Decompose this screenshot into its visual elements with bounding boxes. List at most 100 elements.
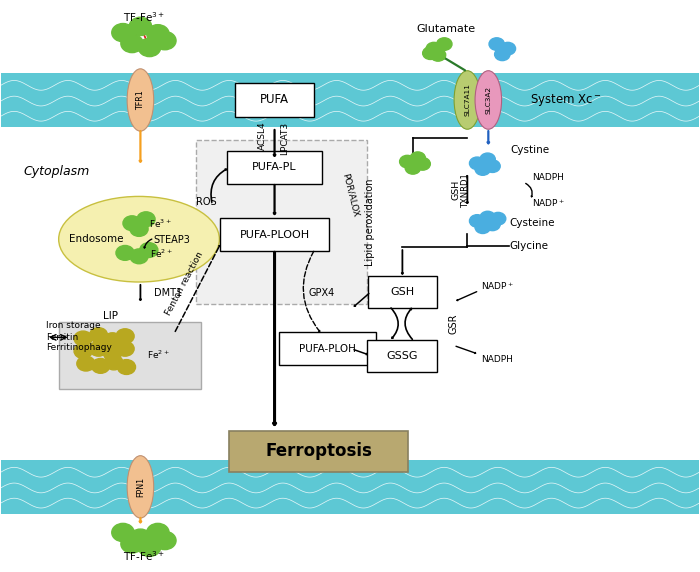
Circle shape xyxy=(90,328,108,343)
Circle shape xyxy=(77,356,95,371)
Text: SLC3A2: SLC3A2 xyxy=(485,86,491,114)
Circle shape xyxy=(123,216,141,231)
Circle shape xyxy=(104,346,122,361)
Circle shape xyxy=(104,333,122,348)
Circle shape xyxy=(137,212,155,227)
Circle shape xyxy=(485,218,500,231)
Circle shape xyxy=(74,344,92,359)
Text: PUFA-PLOOH: PUFA-PLOOH xyxy=(239,229,309,240)
Ellipse shape xyxy=(475,71,502,129)
Text: Ferritinophagy: Ferritinophagy xyxy=(46,343,112,352)
Circle shape xyxy=(154,531,176,550)
Text: TF-Fe$^{3+}$: TF-Fe$^{3+}$ xyxy=(123,550,165,563)
Text: NADPH: NADPH xyxy=(482,355,513,364)
Circle shape xyxy=(121,34,144,53)
Circle shape xyxy=(118,360,136,375)
Circle shape xyxy=(480,211,496,224)
Text: LPCAT3: LPCAT3 xyxy=(281,122,290,156)
Circle shape xyxy=(105,355,123,370)
Circle shape xyxy=(139,538,161,557)
Text: System Xc$^-$: System Xc$^-$ xyxy=(530,92,602,108)
Circle shape xyxy=(475,163,491,175)
Text: Fe$^{2+}$: Fe$^{2+}$ xyxy=(150,248,173,260)
Circle shape xyxy=(92,359,110,374)
Text: TXNRD1: TXNRD1 xyxy=(461,173,470,208)
Text: STEAP3: STEAP3 xyxy=(153,235,190,245)
Text: SLC7A11: SLC7A11 xyxy=(464,84,470,117)
Circle shape xyxy=(74,331,92,346)
Circle shape xyxy=(147,523,169,542)
Text: Lipid peroxidation: Lipid peroxidation xyxy=(365,178,374,266)
Circle shape xyxy=(426,42,442,55)
Circle shape xyxy=(130,221,148,236)
Text: NADP$^+$: NADP$^+$ xyxy=(482,280,514,292)
Ellipse shape xyxy=(454,71,481,129)
Circle shape xyxy=(121,535,144,553)
Circle shape xyxy=(400,156,415,168)
Circle shape xyxy=(147,25,169,43)
Circle shape xyxy=(430,49,446,61)
Circle shape xyxy=(405,162,421,174)
Text: TFR1: TFR1 xyxy=(136,90,145,110)
Text: DMT1: DMT1 xyxy=(155,288,183,299)
Circle shape xyxy=(470,157,485,169)
Text: PUFA-PL: PUFA-PL xyxy=(252,162,297,172)
Circle shape xyxy=(112,523,134,542)
Text: NADP$^+$: NADP$^+$ xyxy=(531,197,565,209)
FancyBboxPatch shape xyxy=(195,140,368,304)
Text: Fe$^{2+}$: Fe$^{2+}$ xyxy=(146,348,169,361)
Circle shape xyxy=(140,243,158,257)
Circle shape xyxy=(112,23,134,42)
Text: Fe$^{3+}$: Fe$^{3+}$ xyxy=(148,217,172,230)
Circle shape xyxy=(116,341,134,356)
Text: FPN1: FPN1 xyxy=(136,477,145,497)
FancyBboxPatch shape xyxy=(235,83,314,117)
Text: Glycine: Glycine xyxy=(510,241,548,251)
Text: Endosome: Endosome xyxy=(69,234,124,244)
Text: Glutamate: Glutamate xyxy=(416,24,476,34)
Circle shape xyxy=(491,212,506,225)
Text: NADPH: NADPH xyxy=(531,173,564,182)
FancyBboxPatch shape xyxy=(227,151,322,184)
Circle shape xyxy=(500,42,516,55)
Circle shape xyxy=(130,249,148,264)
Text: GSH: GSH xyxy=(452,180,461,200)
Circle shape xyxy=(495,48,510,61)
Text: Cystine: Cystine xyxy=(511,145,550,155)
Circle shape xyxy=(154,31,176,50)
Circle shape xyxy=(90,341,108,356)
Ellipse shape xyxy=(59,196,219,282)
Text: GSSG: GSSG xyxy=(386,351,418,360)
FancyBboxPatch shape xyxy=(59,322,201,390)
Circle shape xyxy=(130,529,152,547)
Text: POR/ALOX: POR/ALOX xyxy=(340,172,360,217)
Text: Iron storage: Iron storage xyxy=(46,321,101,331)
Text: Ferritin: Ferritin xyxy=(46,333,78,342)
Circle shape xyxy=(485,160,500,172)
Circle shape xyxy=(475,221,491,233)
Circle shape xyxy=(423,47,438,59)
Text: Cysteine: Cysteine xyxy=(510,219,555,228)
FancyBboxPatch shape xyxy=(229,431,408,472)
Circle shape xyxy=(410,152,426,165)
Text: ROS: ROS xyxy=(197,197,217,206)
Circle shape xyxy=(415,158,430,170)
Circle shape xyxy=(480,153,496,166)
Text: ACSL4: ACSL4 xyxy=(258,122,267,150)
FancyBboxPatch shape xyxy=(368,276,437,308)
Text: TF-Fe$^{3+}$: TF-Fe$^{3+}$ xyxy=(123,10,165,23)
Circle shape xyxy=(139,38,161,57)
Text: PUFA: PUFA xyxy=(260,93,289,106)
Circle shape xyxy=(489,38,505,50)
Circle shape xyxy=(130,17,152,35)
Text: Cytoplasm: Cytoplasm xyxy=(24,165,90,178)
Circle shape xyxy=(116,245,134,260)
Circle shape xyxy=(437,38,452,50)
Bar xyxy=(1,73,699,127)
Ellipse shape xyxy=(127,456,154,518)
Circle shape xyxy=(470,214,485,227)
Bar xyxy=(1,460,699,514)
Text: Fenton reaction: Fenton reaction xyxy=(164,250,205,316)
Text: Ferroptosis: Ferroptosis xyxy=(265,443,372,460)
FancyBboxPatch shape xyxy=(368,340,438,372)
